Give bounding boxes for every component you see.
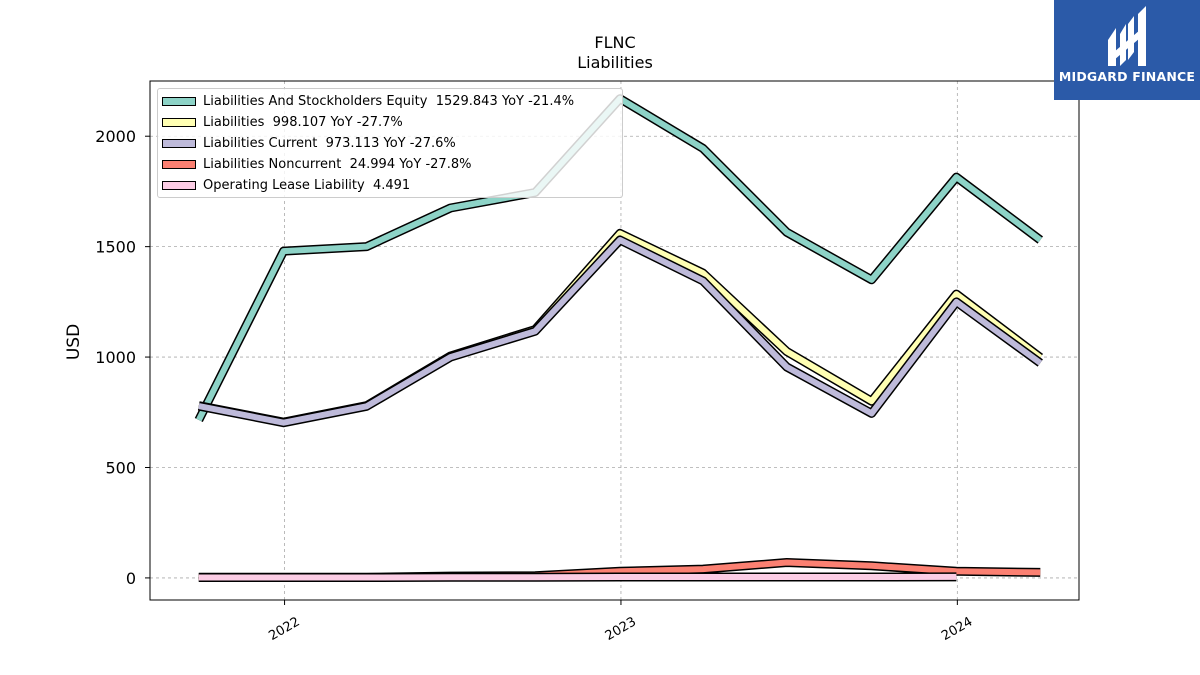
x-tick-label: 2023 (603, 614, 639, 644)
x-tick-label: 2022 (266, 614, 302, 644)
legend-label: Operating Lease Liability 4.491 (203, 178, 411, 194)
y-tick-label: 500 (105, 458, 136, 477)
chart-title: FLNC (594, 33, 635, 52)
legend-swatch (162, 96, 196, 106)
logo: MIDGARD FINANCE (1054, 0, 1200, 100)
chart-subtitle: Liabilities (577, 53, 653, 72)
legend-swatch (162, 117, 196, 127)
series-line (198, 230, 1043, 426)
plot-frame (149, 80, 1080, 601)
y-axis-label: USD (64, 324, 84, 360)
legend-item: Operating Lease Liability 4.491 (162, 177, 410, 195)
legend-label: Liabilities Current 973.113 YoY -27.6% (203, 135, 456, 151)
legend-item: Liabilities Noncurrent 24.994 YoY -27.8% (162, 156, 471, 174)
logo-mark-icon (1108, 6, 1146, 66)
legend-item: Liabilities Current 973.113 YoY -27.6% (162, 134, 456, 152)
series-line (198, 237, 1043, 426)
y-tick-label: 0 (126, 569, 136, 588)
legend: Liabilities And Stockholders Equity 1529… (157, 88, 623, 198)
series-line (198, 573, 957, 581)
legend-label: Liabilities And Stockholders Equity 1529… (203, 93, 575, 109)
legend-swatch (162, 181, 196, 191)
logo-text: MIDGARD FINANCE (1058, 69, 1196, 84)
x-tick-label: 2024 (939, 614, 975, 644)
legend-item: Liabilities 998.107 YoY -27.7% (162, 113, 403, 131)
legend-label: Liabilities 998.107 YoY -27.7% (203, 114, 403, 130)
legend-label: Liabilities Noncurrent 24.994 YoY -27.8% (203, 157, 472, 173)
series-line-outline (197, 235, 1043, 428)
y-tick-label: 1000 (95, 348, 136, 367)
series-line-outline (197, 228, 1044, 427)
y-tick-label: 2000 (95, 127, 136, 146)
series-layer (194, 94, 1044, 582)
legend-swatch (162, 160, 196, 170)
legend-item: Liabilities And Stockholders Equity 1529… (162, 92, 574, 110)
legend-swatch (162, 138, 196, 148)
y-tick-label: 1500 (95, 238, 136, 257)
